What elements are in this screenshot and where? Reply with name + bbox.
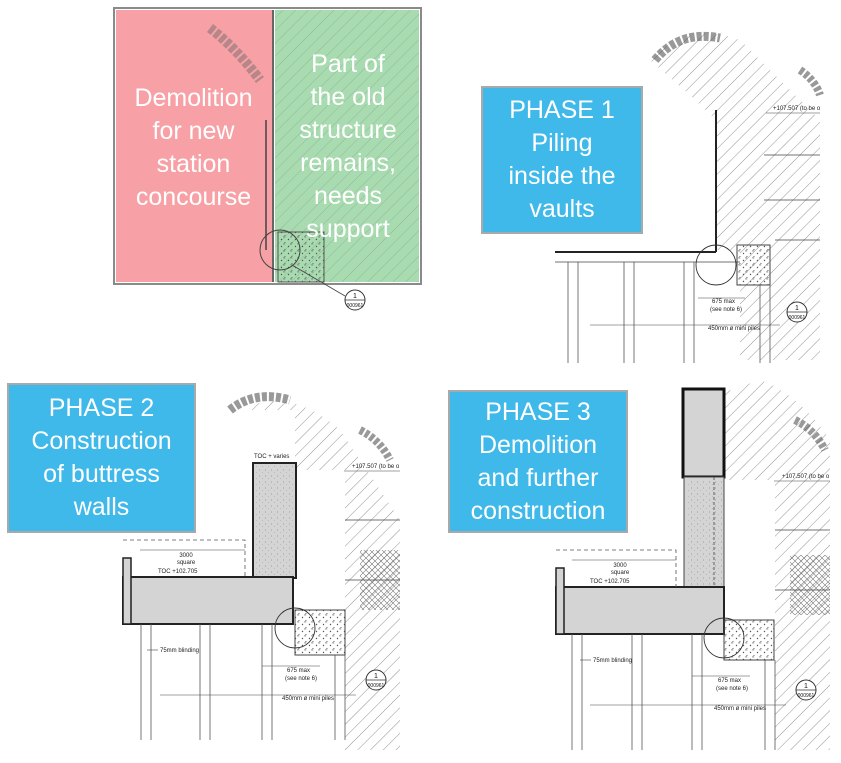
remains-label-line: needs: [313, 182, 383, 210]
phase3-square-note: square: [611, 570, 630, 576]
phase3-title-line: PHASE 3: [485, 397, 591, 426]
phase3-level: +107.507 (to be o: [782, 474, 830, 480]
phase1-title-line: Piling: [531, 129, 593, 157]
phase3-demolition-block: [681, 387, 726, 479]
phase1-ref-code: 000961: [789, 315, 806, 321]
intro-footing: [277, 231, 325, 283]
remains-label-line: Part of: [311, 50, 385, 78]
intro-detail-circle: [259, 229, 301, 271]
demolition-label-line: for new: [152, 117, 235, 145]
remains-label: Part of the old structure remains, needs…: [277, 48, 419, 246]
phase2-square-note: square: [177, 560, 196, 566]
phase3-dim-max: 675 max: [718, 678, 741, 684]
intro-arch: [206, 24, 264, 84]
demolition-area: [116, 10, 273, 282]
phase3-title-line: construction: [470, 496, 606, 525]
phase2-slab: [122, 576, 294, 625]
phase2-title-line: of buttress: [43, 460, 160, 488]
phase2-toc-top: TOC + varies: [254, 454, 289, 460]
phase3-square-dim: 3000: [613, 563, 627, 569]
phase2-drawing: TOC + varies +107.507 (to be o 3000 squa…: [122, 392, 400, 750]
phase1-title-box: PHASE 1 Piling inside the vaults: [481, 86, 643, 234]
remains-label-line: remains,: [300, 149, 396, 177]
phase3-title-box: PHASE 3 Demolition and further construct…: [448, 390, 628, 533]
phase3-ref-code: 000961: [798, 693, 815, 699]
phase3-slab: [555, 586, 725, 635]
phase1-ref-num: 1: [795, 305, 799, 312]
phase2-toc-slab: TOC +102.705: [158, 569, 198, 575]
phase1-masonry: [650, 33, 820, 360]
demolition-label-line: Demolition: [134, 84, 253, 112]
phase3-piles: 450mm ø mini piles: [714, 706, 766, 712]
intro-ref-code: 000961: [347, 303, 364, 309]
phase2-dim-max: 675 max: [287, 668, 310, 674]
remains-label-line: structure: [299, 116, 397, 144]
phase1-drawing: +107.507 (to be o 675 max (see note 6) 4…: [555, 31, 824, 363]
phase1-title-line: vaults: [529, 195, 595, 223]
intro-ref-num: 1: [353, 293, 357, 300]
phase1-dim-max: 675 max: [712, 299, 735, 305]
phase2-piles: 450mm ø mini piles: [282, 696, 334, 702]
demolition-label-line: concourse: [135, 183, 252, 211]
phase3-toc-slab: TOC +102.705: [590, 579, 630, 585]
phase3-ref-num: 1: [804, 683, 808, 690]
phase1-piles: 450mm ø mini piles: [708, 326, 760, 332]
phase2-title-line: Construction: [31, 427, 172, 455]
phase1-title-line: inside the: [508, 162, 616, 190]
remains-label-line: the old: [310, 83, 386, 111]
demolition-label: Demolition for new station concourse: [116, 82, 271, 214]
phase3-title-line: Demolition: [478, 430, 598, 459]
phase2-title-box: PHASE 2 Construction of buttress walls: [7, 383, 196, 533]
phase2-dim-note: (see note 6): [285, 676, 317, 682]
phase1-title-line: PHASE 1: [509, 96, 615, 124]
remains-label-line: support: [306, 215, 390, 243]
phase3-dim-note: (see note 6): [716, 686, 748, 692]
phase2-title-line: walls: [73, 493, 130, 521]
phase3-masonry: [725, 380, 830, 750]
phase1-level: +107.507 (to be o: [773, 106, 821, 112]
phase3-title-line: and further: [477, 463, 599, 492]
phase2-masonry: [240, 401, 400, 750]
phase2-ref-num: 1: [374, 673, 378, 680]
phase2-square-dim: 3000: [179, 553, 193, 559]
phase3-drawing: +107.507 (to be o 3000 square TOC +102.7…: [555, 380, 830, 750]
phase2-level: +107.507 (to be o: [352, 464, 400, 470]
phase1-dim-note: (see note 6): [710, 307, 742, 313]
phase2-blinding: 75mm blinding: [160, 648, 199, 654]
intro-panel: 1 000961: [113, 7, 422, 311]
phase3-blinding: 75mm blinding: [593, 658, 632, 664]
phase2-title-line: PHASE 2: [48, 394, 155, 422]
demolition-label-line: station: [156, 150, 231, 178]
phase2-ref-code: 000961: [368, 683, 385, 689]
